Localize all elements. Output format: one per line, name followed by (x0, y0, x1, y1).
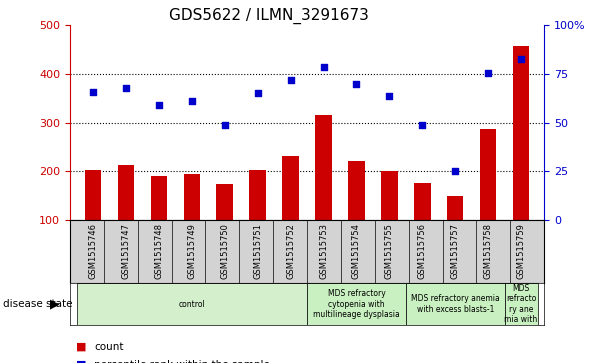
Bar (381, 171, 398, 220)
Point (384, 93, 394, 99)
Title: GDS5622 / ILMN_3291673: GDS5622 / ILMN_3291673 (169, 8, 369, 24)
Text: control: control (178, 299, 205, 309)
Text: ▶: ▶ (50, 298, 60, 310)
Bar (184, 174, 200, 220)
Text: GSM1515754: GSM1515754 (352, 224, 361, 279)
Point (483, 70, 493, 76)
Text: GSM1515750: GSM1515750 (220, 224, 229, 279)
Text: disease state: disease state (3, 299, 72, 309)
Text: MDS refractory anemia
with excess blasts-1: MDS refractory anemia with excess blasts… (411, 294, 500, 314)
Bar (151, 176, 167, 220)
Bar (77, 283, 307, 325)
Bar (414, 183, 430, 220)
Point (253, 90, 263, 96)
Point (351, 81, 361, 86)
Point (286, 77, 295, 83)
Point (319, 64, 328, 70)
Text: GSM1515747: GSM1515747 (122, 223, 130, 280)
Bar (348, 161, 365, 220)
Text: ■: ■ (76, 360, 86, 363)
Text: GSM1515757: GSM1515757 (451, 223, 460, 280)
Text: MDS refractory
cytopenia with
multilineage dysplasia: MDS refractory cytopenia with multilinea… (313, 289, 400, 319)
Point (220, 122, 230, 128)
Bar (249, 170, 266, 220)
Text: MDS
refracto
ry ane
mia with: MDS refracto ry ane mia with (505, 284, 537, 324)
Text: GSM1515752: GSM1515752 (286, 224, 295, 279)
Text: GSM1515755: GSM1515755 (385, 224, 394, 279)
Point (121, 85, 131, 91)
Bar (406, 283, 505, 325)
Text: GSM1515749: GSM1515749 (187, 224, 196, 279)
Bar (513, 46, 530, 220)
Text: GSM1515753: GSM1515753 (319, 223, 328, 280)
Point (154, 102, 164, 108)
Point (88, 89, 98, 95)
Point (418, 122, 427, 128)
Bar (216, 184, 233, 220)
Text: ■: ■ (76, 342, 86, 352)
Text: percentile rank within the sample: percentile rank within the sample (94, 360, 270, 363)
Bar (316, 115, 332, 220)
Point (187, 98, 196, 103)
Bar (307, 283, 406, 325)
Point (516, 57, 526, 62)
Text: GSM1515746: GSM1515746 (89, 223, 97, 280)
Bar (480, 129, 496, 220)
Point (451, 168, 460, 174)
Text: GSM1515756: GSM1515756 (418, 223, 427, 280)
Bar (505, 283, 537, 325)
Bar (282, 156, 299, 220)
Bar (118, 165, 134, 220)
Text: count: count (94, 342, 124, 352)
Text: GSM1515751: GSM1515751 (253, 224, 262, 279)
Text: GSM1515759: GSM1515759 (517, 224, 525, 279)
Bar (85, 170, 101, 220)
Text: GSM1515748: GSM1515748 (154, 223, 164, 280)
Text: GSM1515758: GSM1515758 (484, 223, 492, 280)
Bar (447, 196, 463, 220)
